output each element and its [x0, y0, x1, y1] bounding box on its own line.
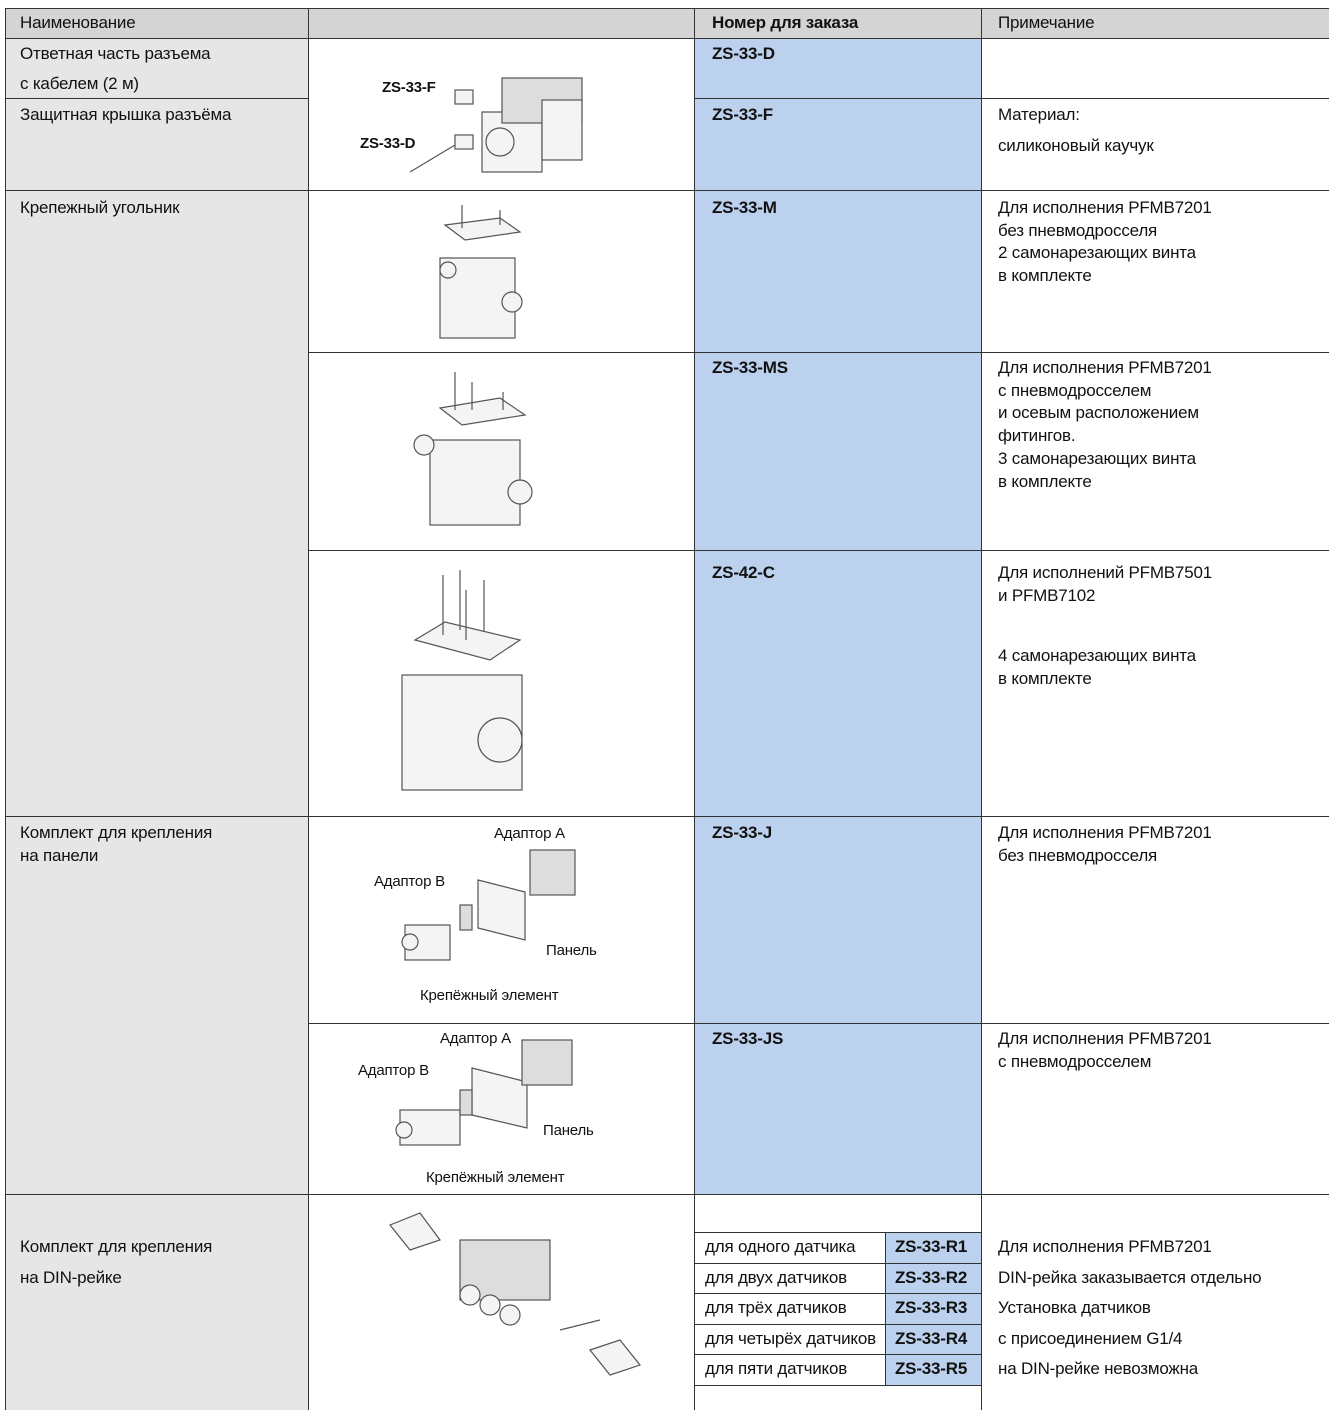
- note-line: DIN-рейка заказывается отдельно: [998, 1267, 1262, 1287]
- option-label: для одного датчика: [705, 1237, 856, 1256]
- rule: [885, 1232, 886, 1385]
- note-line: и PFMB7102: [998, 585, 1096, 605]
- figure-label: Панель: [543, 1122, 594, 1139]
- figure-label: Адаптор A: [494, 825, 565, 842]
- option-label: для двух датчиков: [705, 1267, 847, 1287]
- item-name: с кабелем (2 м): [20, 74, 139, 93]
- header-cell: Примечание: [998, 13, 1095, 32]
- rule: [5, 8, 1329, 9]
- rule: [308, 550, 1329, 551]
- rule: [694, 1323, 981, 1325]
- rule: [5, 8, 6, 1410]
- option-label: для пяти датчиков: [705, 1359, 848, 1379]
- note-line: фитингов.: [998, 426, 1076, 446]
- rule: [5, 1194, 1329, 1195]
- rule: [5, 98, 308, 99]
- bracket-m-figure: [439, 205, 523, 339]
- order-number: ZS-33-F: [712, 105, 773, 124]
- option-label: для трёх датчиков: [705, 1298, 847, 1318]
- rule: [694, 1262, 981, 1264]
- rule: [694, 1354, 981, 1356]
- panel-j-figure: [401, 849, 576, 961]
- order-number: ZS-33-R5: [895, 1359, 968, 1379]
- figure-label: ZS-33-D: [360, 135, 416, 152]
- note-line: Для исполнения PFMB7201: [998, 823, 1212, 842]
- note-line: Для исполнений PFMB7501: [998, 563, 1212, 582]
- item-name: на панели: [20, 845, 99, 865]
- note-line: с пневмодросселем: [998, 1051, 1152, 1071]
- order-number: ZS-33-M: [712, 198, 777, 217]
- item-name: Ответная часть разъема: [20, 44, 211, 63]
- note-line: Для исполнения PFMB7201: [998, 198, 1212, 217]
- item-name: Защитная крышка разъёма: [20, 105, 232, 124]
- order-number: ZS-33-JS: [712, 1029, 784, 1048]
- order-number: ZS-33-D: [712, 44, 775, 63]
- header-cell: Наименование: [20, 13, 136, 32]
- note-line: в комплекте: [998, 669, 1092, 689]
- note-line: на DIN-рейке невозможна: [998, 1359, 1199, 1378]
- din-figure: [389, 1212, 642, 1376]
- rule: [694, 1232, 981, 1233]
- order-number: ZS-33-J: [712, 823, 773, 842]
- rule: [308, 8, 309, 1410]
- note-line: 3 самонарезающих винта: [998, 448, 1196, 468]
- note-line: 4 самонарезающих винта: [998, 646, 1196, 666]
- panel-js-figure: [395, 1039, 573, 1146]
- figure-label: Адаптор A: [440, 1030, 511, 1047]
- header-bg: [5, 8, 1329, 38]
- note-line: с присоединением G1/4: [998, 1328, 1183, 1348]
- rule: [694, 1385, 981, 1386]
- rule: [5, 816, 1329, 817]
- item-name: Крепежный угольник: [20, 198, 180, 217]
- order-number: ZS-33-R4: [895, 1328, 968, 1348]
- note-line: в комплекте: [998, 266, 1092, 286]
- connector-figure: [409, 77, 583, 173]
- note-line: Материал:: [998, 105, 1080, 124]
- header-cell: Номер для заказа: [712, 13, 859, 32]
- note-line: силиконовый каучук: [998, 136, 1154, 155]
- order-column-bg: [694, 38, 981, 1194]
- note-line: без пневмодросселя: [998, 845, 1158, 865]
- bracket-c-figure: [401, 570, 523, 791]
- figure-label: Панель: [546, 942, 597, 959]
- note-line: и осевым расположением: [998, 403, 1199, 423]
- note-line: без пневмодросселя: [998, 220, 1158, 240]
- rule: [308, 352, 1329, 353]
- figure-label: Адаптор B: [374, 873, 445, 890]
- rule: [5, 190, 1329, 191]
- rule: [981, 8, 982, 1410]
- note-line: Для исполнения PFMB7201: [998, 1029, 1212, 1048]
- order-number: ZS-33-R1: [895, 1237, 968, 1256]
- note-line: в комплекте: [998, 471, 1092, 491]
- note-line: Для исполнения PFMB7201: [998, 1237, 1212, 1256]
- rule: [694, 1293, 981, 1295]
- rule: [694, 98, 1329, 99]
- rule: [5, 38, 1329, 39]
- figure-label: Адаптор B: [358, 1062, 429, 1079]
- option-label: для четырёх датчиков: [705, 1328, 876, 1348]
- note-line: Установка датчиков: [998, 1298, 1151, 1317]
- order-number: ZS-33-R3: [895, 1298, 968, 1318]
- rule: [694, 8, 695, 1410]
- name-column-bg: [5, 38, 308, 1410]
- figure-label: ZS-33-F: [382, 79, 436, 96]
- note-line: Для исполнения PFMB7201: [998, 358, 1212, 377]
- item-name: Комплект для крепления: [20, 1237, 213, 1256]
- note-line: 2 самонарезающих винта: [998, 243, 1196, 263]
- note-line: с пневмодросселем: [998, 380, 1152, 400]
- figure-label: Крепёжный элемент: [426, 1169, 565, 1186]
- item-name: на DIN-рейке: [20, 1267, 122, 1287]
- rule: [308, 1023, 1329, 1024]
- order-number: ZS-42-C: [712, 563, 775, 582]
- order-number: ZS-33-MS: [712, 358, 788, 377]
- order-number: ZS-33-R2: [895, 1267, 968, 1287]
- item-name: Комплект для крепления: [20, 823, 213, 842]
- figure-label: Крепёжный элемент: [420, 987, 559, 1004]
- bracket-ms-figure: [413, 372, 533, 526]
- din-order-bg: [885, 1232, 981, 1385]
